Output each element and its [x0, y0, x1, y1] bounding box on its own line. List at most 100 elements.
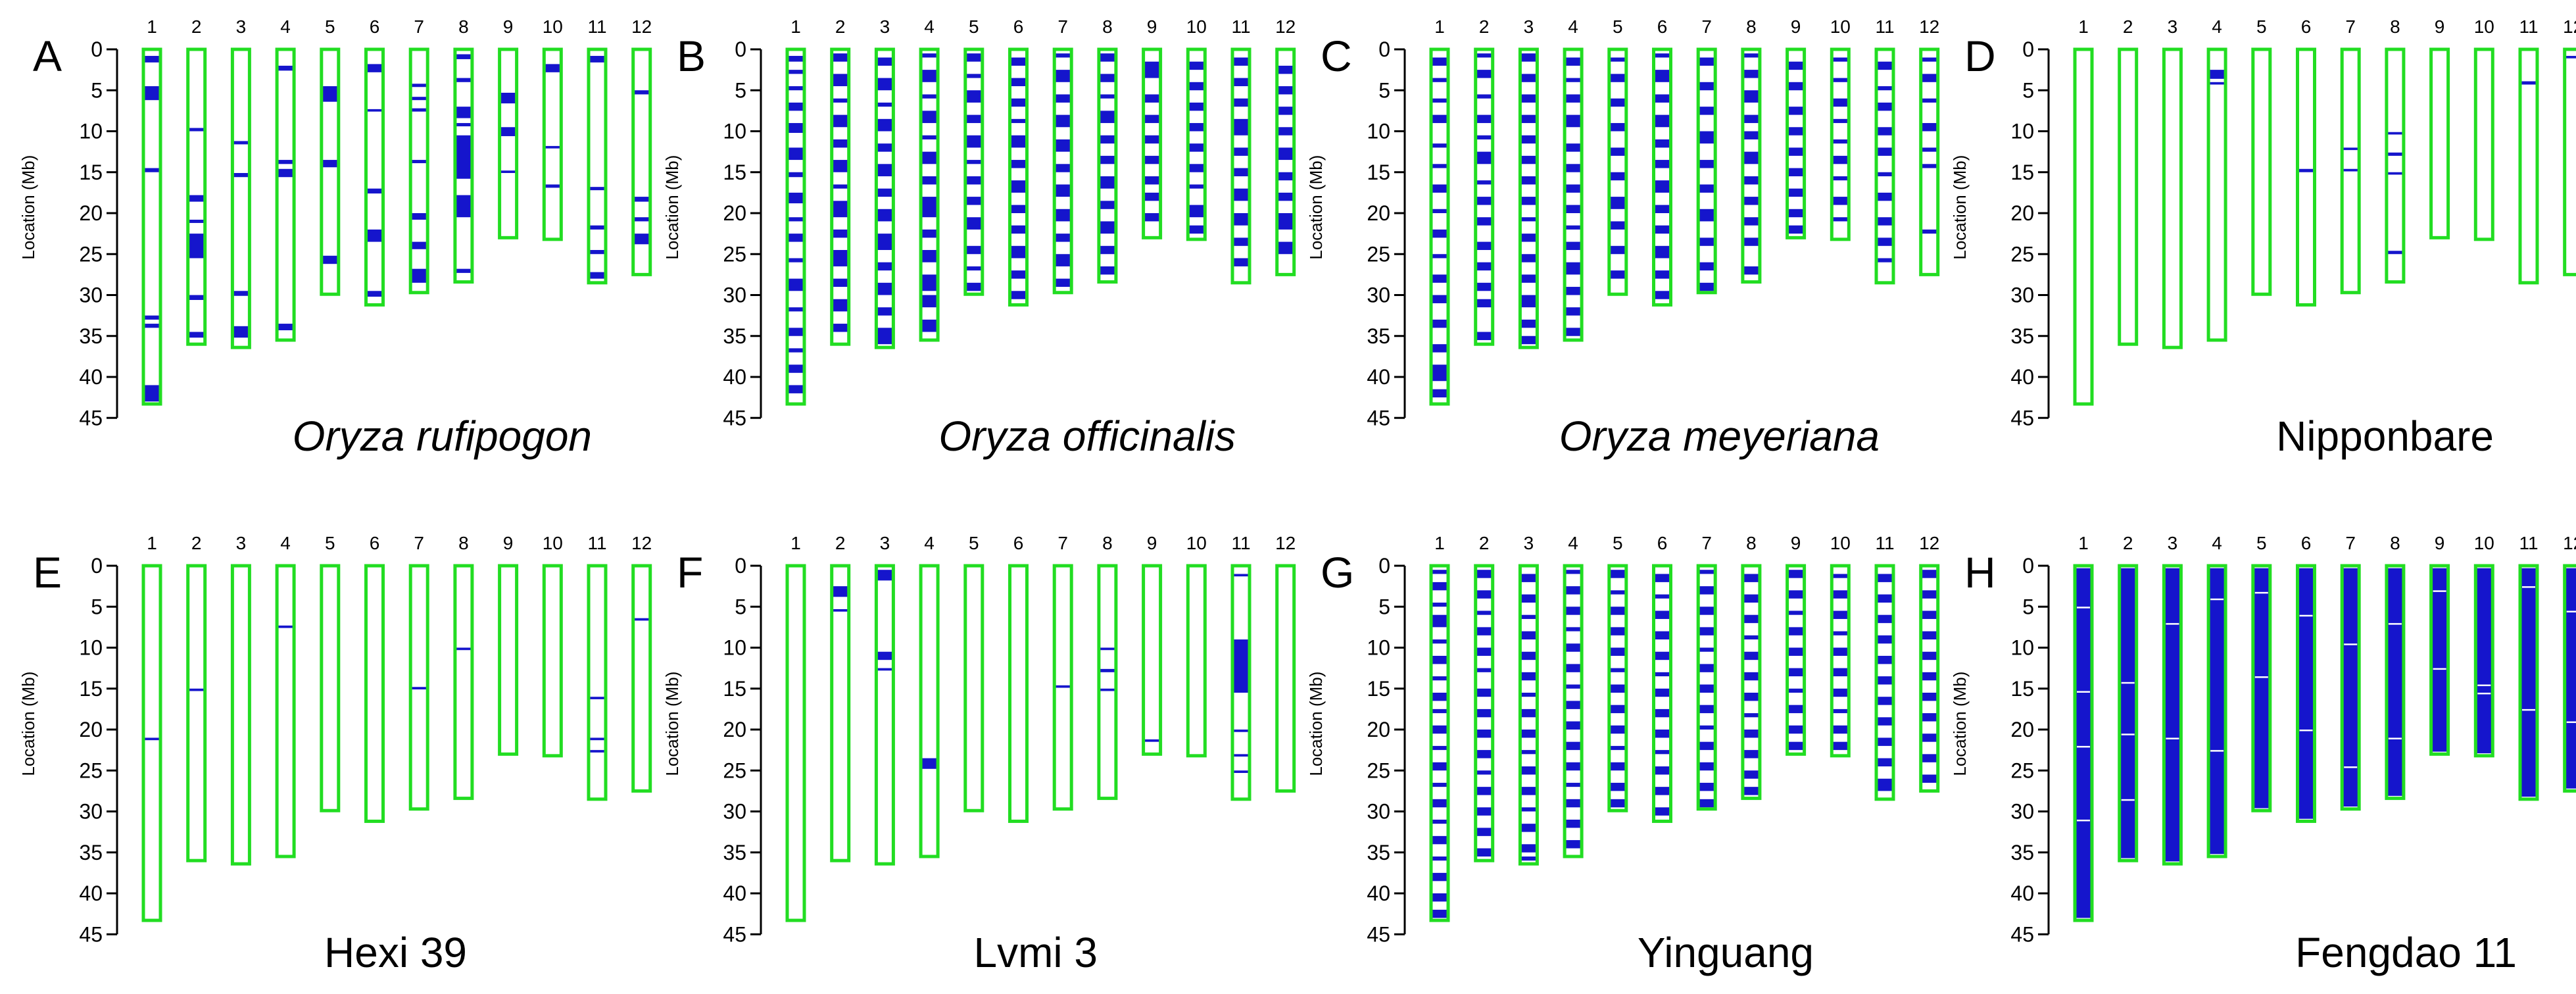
chromosome-11 [1874, 47, 1895, 285]
gap-segment [2433, 590, 2446, 592]
marker-segment [1878, 758, 1892, 767]
chromosome-fill [1098, 49, 1116, 282]
chromosome-label: 8 [458, 16, 469, 37]
marker-segment [922, 53, 937, 58]
marker-segment [590, 250, 604, 255]
y-tick-label: 25 [2010, 758, 2034, 782]
marker-segment [1566, 741, 1581, 751]
marker-segment [1144, 94, 1159, 103]
marker-segment [1699, 570, 1714, 574]
marker-segment [1011, 98, 1026, 107]
y-tick-label: 15 [723, 161, 746, 184]
marker-segment [1521, 135, 1536, 144]
marker-segment [1743, 635, 1759, 640]
chromosome-fill [1787, 49, 1805, 238]
chromosome-label: 7 [2345, 533, 2356, 553]
marker-segment [1521, 594, 1536, 603]
y-tick-label: 5 [1378, 595, 1390, 618]
chromosome-outline [141, 564, 162, 922]
y-tick-label: 40 [2010, 882, 2034, 905]
marker-segment [1566, 114, 1581, 128]
marker-segment [1699, 107, 1714, 115]
marker-segment [1655, 574, 1670, 582]
chromosome-outline [1786, 564, 1807, 756]
chromosome-outline [1874, 47, 1895, 285]
marker-segment [1189, 102, 1204, 111]
marker-segment [789, 385, 803, 393]
marker-segment [1788, 705, 1803, 714]
chromosome-outline [587, 564, 608, 801]
marker-segment [1743, 197, 1759, 205]
marker-segment [966, 176, 981, 185]
chromosome-6 [1008, 564, 1029, 823]
chromosome-label: 1 [1434, 533, 1445, 553]
marker-segment [789, 307, 803, 312]
chromosome-label: 10 [543, 533, 563, 553]
y-tick-label: 45 [1367, 406, 1390, 430]
marker-segment [2521, 568, 2536, 797]
marker-segment [2387, 251, 2402, 255]
marker-segment [1144, 176, 1159, 185]
gap-segment [2566, 721, 2576, 724]
marker-segment [233, 141, 249, 145]
chromosome-outline [2473, 47, 2494, 241]
marker-segment [966, 160, 981, 164]
chromosome-fill [1742, 566, 1760, 799]
chromosome-fill [876, 566, 894, 864]
marker-segment [1743, 787, 1759, 795]
chromosome-fill [1742, 49, 1760, 282]
marker-segment [2387, 172, 2402, 175]
chromosome-label: 9 [1147, 16, 1157, 37]
marker-segment [1432, 676, 1447, 681]
gap-segment [2166, 623, 2179, 625]
chromosome-fill [965, 566, 983, 811]
marker-segment [1833, 176, 1848, 181]
y-axis-label: Location (Mb) [18, 672, 38, 776]
gap-segment [2344, 643, 2358, 645]
y-tick-label: 30 [723, 800, 746, 824]
y-tick-label: 20 [1367, 718, 1390, 741]
gap-segment [2433, 668, 2446, 670]
marker-segment [1476, 708, 1492, 718]
chromosome-outline [2296, 564, 2316, 823]
chromosome-outline [1652, 564, 1672, 823]
chromosome-label: 5 [969, 16, 979, 37]
marker-segment [922, 70, 937, 82]
chromosome-outline [498, 564, 519, 756]
chromosome-outline [2251, 47, 2272, 296]
marker-segment [1743, 574, 1759, 582]
y-tick-label: 45 [79, 406, 103, 430]
marker-segment [278, 160, 293, 164]
chromosome-fill [2119, 49, 2137, 345]
marker-segment [1432, 614, 1447, 628]
marker-segment [877, 234, 892, 251]
chromosome-label: 2 [191, 16, 202, 37]
chromosome-7 [408, 47, 429, 295]
marker-segment [1476, 114, 1492, 124]
y-tick-label: 10 [79, 120, 103, 143]
chromosome-label: 12 [2563, 16, 2576, 37]
marker-segment [922, 197, 937, 218]
chromosome-label: 1 [147, 533, 157, 553]
panel-letter: G [1321, 548, 1354, 597]
marker-segment [1432, 692, 1447, 701]
chromosome-label: 7 [1701, 16, 1712, 37]
marker-segment [1476, 828, 1492, 836]
chromosome-label: 2 [1479, 533, 1490, 553]
marker-segment [500, 127, 516, 136]
chromosome-label: 1 [790, 533, 801, 553]
chromosome-label: 6 [370, 533, 380, 553]
chromosome-3 [874, 564, 895, 866]
marker-segment [1521, 692, 1536, 697]
marker-segment [2165, 568, 2180, 862]
marker-segment [1234, 639, 1248, 693]
marker-segment [2432, 568, 2447, 752]
chromosome-fill [2252, 49, 2270, 295]
marker-segment [1833, 647, 1848, 656]
chromosome-outline [1008, 47, 1029, 307]
marker-segment [1610, 98, 1625, 107]
marker-segment [1655, 114, 1670, 128]
marker-segment [1566, 328, 1581, 336]
marker-segment [1566, 782, 1581, 787]
marker-segment [2210, 70, 2225, 79]
